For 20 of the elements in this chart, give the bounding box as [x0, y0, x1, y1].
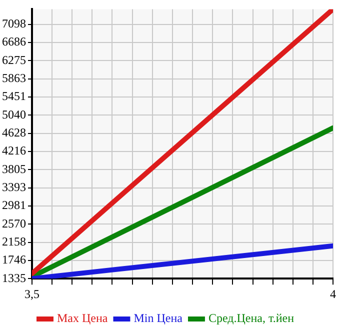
legend-label: Min Цена [134, 311, 184, 326]
y-tick-label: 6275 [2, 52, 26, 67]
y-tick-label: 3393 [2, 180, 26, 194]
y-tick-label: 2981 [2, 198, 26, 212]
y-tick-label: 1335 [2, 270, 26, 285]
y-tick-label: 6686 [2, 34, 26, 49]
y-tick-label: 4628 [2, 125, 26, 140]
legend-label: Сред.Цена, т.йен [208, 311, 295, 326]
y-tick-label: 2570 [2, 216, 26, 230]
y-tick-label: 3805 [2, 162, 26, 176]
legend-label: Max Цена [56, 311, 108, 326]
y-tick-label: 1746 [2, 252, 26, 267]
x-tick-label: 4 [330, 286, 336, 301]
y-tick-label: 5451 [2, 89, 26, 104]
x-tick-label: 3,5 [24, 286, 40, 301]
y-tick-label: 4216 [2, 144, 26, 158]
y-tick-label: 5040 [2, 107, 26, 122]
y-tick-label: 2158 [2, 234, 26, 248]
y-tick-label: 7098 [2, 16, 26, 30]
y-tick-label: 5863 [2, 70, 26, 85]
